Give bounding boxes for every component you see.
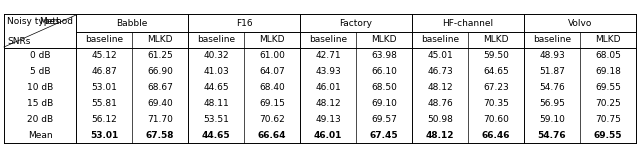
Text: 66.10: 66.10 bbox=[371, 67, 397, 76]
Text: 70.25: 70.25 bbox=[595, 99, 621, 108]
Text: 46.87: 46.87 bbox=[91, 67, 117, 76]
Text: 68.05: 68.05 bbox=[595, 51, 621, 60]
Text: 53.01: 53.01 bbox=[90, 131, 118, 140]
Text: 64.07: 64.07 bbox=[259, 67, 285, 76]
Text: MLKD: MLKD bbox=[595, 35, 621, 45]
Text: 41.03: 41.03 bbox=[203, 67, 229, 76]
Text: Noisy types: Noisy types bbox=[7, 17, 60, 26]
Text: 45.01: 45.01 bbox=[427, 51, 453, 60]
Text: 70.35: 70.35 bbox=[483, 99, 509, 108]
Text: 56.95: 56.95 bbox=[539, 99, 565, 108]
Text: Volvo: Volvo bbox=[568, 19, 592, 27]
Text: 53.51: 53.51 bbox=[203, 115, 229, 124]
Text: 48.12: 48.12 bbox=[315, 99, 341, 108]
Text: 46.01: 46.01 bbox=[314, 131, 342, 140]
Text: 48.76: 48.76 bbox=[427, 99, 453, 108]
Text: 46.01: 46.01 bbox=[315, 83, 341, 92]
Text: 54.76: 54.76 bbox=[539, 83, 565, 92]
Text: 66.46: 66.46 bbox=[482, 131, 510, 140]
Text: baseline: baseline bbox=[421, 35, 459, 45]
Text: F16: F16 bbox=[236, 19, 252, 27]
Text: 69.55: 69.55 bbox=[595, 83, 621, 92]
Text: baseline: baseline bbox=[309, 35, 347, 45]
Text: 70.62: 70.62 bbox=[259, 115, 285, 124]
Text: 67.45: 67.45 bbox=[370, 131, 398, 140]
Text: 50.98: 50.98 bbox=[427, 115, 453, 124]
Text: Babble: Babble bbox=[116, 19, 148, 27]
Text: 69.57: 69.57 bbox=[371, 115, 397, 124]
Text: 70.60: 70.60 bbox=[483, 115, 509, 124]
Text: 68.67: 68.67 bbox=[147, 83, 173, 92]
Text: 69.15: 69.15 bbox=[259, 99, 285, 108]
Text: 44.65: 44.65 bbox=[203, 83, 229, 92]
Text: 67.58: 67.58 bbox=[146, 131, 174, 140]
Text: 54.76: 54.76 bbox=[538, 131, 566, 140]
Text: 63.98: 63.98 bbox=[371, 51, 397, 60]
Text: 5 dB: 5 dB bbox=[29, 67, 51, 76]
Text: 44.65: 44.65 bbox=[202, 131, 230, 140]
Text: 69.18: 69.18 bbox=[595, 67, 621, 76]
Text: 49.13: 49.13 bbox=[315, 115, 341, 124]
Text: SNRs: SNRs bbox=[7, 37, 30, 46]
Text: 71.70: 71.70 bbox=[147, 115, 173, 124]
Text: 53.01: 53.01 bbox=[91, 83, 117, 92]
Text: 68.40: 68.40 bbox=[259, 83, 285, 92]
Text: Method: Method bbox=[39, 17, 73, 26]
Text: 45.12: 45.12 bbox=[91, 51, 117, 60]
Text: 55.81: 55.81 bbox=[91, 99, 117, 108]
Text: HF-channel: HF-channel bbox=[442, 19, 493, 27]
Text: MLKD: MLKD bbox=[483, 35, 509, 45]
Text: 69.10: 69.10 bbox=[371, 99, 397, 108]
Text: baseline: baseline bbox=[197, 35, 235, 45]
Text: 70.75: 70.75 bbox=[595, 115, 621, 124]
Text: 43.93: 43.93 bbox=[315, 67, 341, 76]
Text: 61.25: 61.25 bbox=[147, 51, 173, 60]
Text: 51.87: 51.87 bbox=[539, 67, 565, 76]
Text: 66.64: 66.64 bbox=[258, 131, 286, 140]
Text: 0 dB: 0 dB bbox=[29, 51, 51, 60]
Text: 15 dB: 15 dB bbox=[27, 99, 53, 108]
Text: 69.55: 69.55 bbox=[594, 131, 622, 140]
Text: 59.10: 59.10 bbox=[539, 115, 565, 124]
Text: 61.00: 61.00 bbox=[259, 51, 285, 60]
Text: 66.90: 66.90 bbox=[147, 67, 173, 76]
Text: 48.93: 48.93 bbox=[539, 51, 565, 60]
Text: MLKD: MLKD bbox=[147, 35, 173, 45]
Text: 59.50: 59.50 bbox=[483, 51, 509, 60]
Text: 68.50: 68.50 bbox=[371, 83, 397, 92]
Text: 20 dB: 20 dB bbox=[27, 115, 53, 124]
Text: Mean: Mean bbox=[28, 131, 52, 140]
Text: 56.12: 56.12 bbox=[91, 115, 117, 124]
Text: 48.11: 48.11 bbox=[203, 99, 229, 108]
Text: baseline: baseline bbox=[85, 35, 123, 45]
Text: 64.65: 64.65 bbox=[483, 67, 509, 76]
Text: 46.73: 46.73 bbox=[427, 67, 453, 76]
Text: MLKD: MLKD bbox=[259, 35, 285, 45]
Text: 40.32: 40.32 bbox=[203, 51, 229, 60]
Text: MLKD: MLKD bbox=[371, 35, 397, 45]
Text: baseline: baseline bbox=[533, 35, 571, 45]
Text: 10 dB: 10 dB bbox=[27, 83, 53, 92]
Text: 69.40: 69.40 bbox=[147, 99, 173, 108]
Text: 67.23: 67.23 bbox=[483, 83, 509, 92]
Text: Factory: Factory bbox=[339, 19, 372, 27]
Text: 42.71: 42.71 bbox=[315, 51, 341, 60]
Text: 48.12: 48.12 bbox=[427, 83, 453, 92]
Text: 48.12: 48.12 bbox=[426, 131, 454, 140]
